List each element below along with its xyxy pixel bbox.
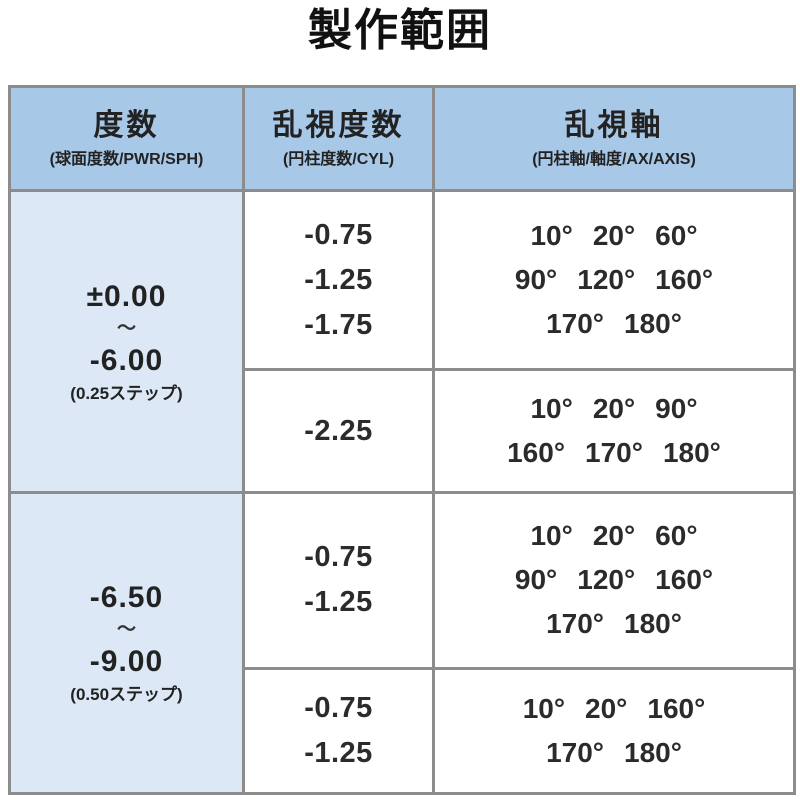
table-row: -6.50 〜 -9.00 (0.50ステップ) -0.75 -1.25 10°…: [8, 491, 796, 795]
axis-value: 20°: [592, 520, 636, 552]
axis-cell-group-1-row-2: 10° 20° 90° 160° 170° 180°: [432, 368, 796, 495]
axis-value: 10°: [530, 393, 573, 425]
axis-value: 10°: [522, 692, 566, 724]
cylinder-cell-group-2-row-2: -0.75 -1.25: [242, 666, 435, 796]
axis-line: 90° 120° 160°: [441, 558, 787, 602]
axis-value: 170°: [546, 736, 604, 768]
power-range-step: (0.25ステップ): [70, 383, 183, 403]
axis-value: 120°: [577, 564, 636, 596]
axis-value: 20°: [585, 692, 628, 724]
column-header-cylinder: 乱視度数 (円柱度数/CYL): [242, 85, 435, 192]
axis-value: 10°: [530, 520, 573, 552]
cylinder-value: -0.75: [304, 218, 373, 251]
cylinder-value: -0.75: [304, 691, 373, 724]
cylinder-value: -1.75: [304, 308, 373, 341]
axis-value: 160°: [655, 564, 714, 596]
cylinder-value: -1.25: [304, 586, 373, 619]
axis-value: 60°: [655, 220, 698, 252]
axis-value: 90°: [514, 564, 558, 596]
column-header-axis-subtitle: (円柱軸/軸度/AX/AXIS): [532, 150, 696, 168]
axis-line: 10° 20° 60°: [441, 514, 787, 558]
power-range-to: -6.00: [89, 343, 164, 377]
column-header-axis: 乱視軸 (円柱軸/軸度/AX/AXIS): [432, 85, 796, 192]
axis-line: 170° 180°: [441, 602, 787, 646]
cylinder-value: -1.25: [304, 263, 373, 296]
manufacturing-range-table: 度数 (球面度数/PWR/SPH) 乱視度数 (円柱度数/CYL) 乱視軸 (円…: [8, 85, 796, 796]
cylinder-cell-group-1-row-2: -2.25: [242, 368, 435, 495]
table-row: -2.25 10° 20° 90° 160° 170° 180°: [10, 368, 796, 495]
table-header-row: 度数 (球面度数/PWR/SPH) 乱視度数 (円柱度数/CYL) 乱視軸 (円…: [8, 85, 796, 192]
axis-value: 180°: [662, 437, 721, 469]
power-range-to: -9.00: [89, 645, 164, 679]
axis-value: 90°: [514, 264, 558, 296]
power-range-cell-group-1: ±0.00 〜 -6.00 (0.25ステップ): [8, 188, 245, 495]
column-header-power: 度数 (球面度数/PWR/SPH): [8, 85, 245, 192]
axis-value: 20°: [592, 220, 636, 252]
axis-value: 20°: [592, 393, 636, 425]
axis-line: 170° 180°: [441, 302, 787, 346]
column-header-power-title: 度数: [93, 108, 160, 142]
cylinder-cell-group-2-row-1: -0.75 -1.25: [242, 491, 435, 670]
axis-value: 10°: [530, 220, 573, 252]
power-range-step: (0.50ステップ): [70, 685, 183, 705]
cylinder-value: -2.25: [304, 414, 373, 447]
column-header-axis-title: 乱視軸: [564, 108, 664, 142]
axis-line: 10° 20° 60°: [441, 214, 787, 258]
axis-value: 180°: [624, 608, 682, 640]
axis-value: 180°: [624, 736, 682, 768]
power-range-from: -6.50: [89, 581, 164, 615]
cylinder-value: -1.25: [304, 736, 373, 769]
column-header-power-subtitle: (球面度数/PWR/SPH): [49, 150, 204, 168]
axis-value: 60°: [655, 520, 698, 552]
power-range-tilde: 〜: [116, 619, 136, 641]
power-range-cell-group-2: -6.50 〜 -9.00 (0.50ステップ): [8, 491, 245, 795]
axis-line: 160° 170° 180°: [441, 431, 787, 475]
axis-value: 90°: [655, 393, 698, 425]
table-row: -0.75 -1.25 10° 20° 160° 170° 180°: [10, 666, 796, 796]
table-body: ±0.00 〜 -6.00 (0.25ステップ) -0.75 -1.25 -1.…: [8, 188, 796, 796]
axis-line: 170° 180°: [441, 731, 787, 775]
axis-line: 90° 120° 160°: [441, 258, 787, 302]
axis-value: 170°: [546, 608, 604, 640]
power-range-tilde: 〜: [116, 317, 136, 339]
axis-value: 170°: [546, 308, 604, 340]
column-header-cylinder-subtitle: (円柱度数/CYL): [282, 150, 395, 168]
axis-value: 160°: [507, 437, 566, 469]
axis-value: 170°: [585, 437, 643, 469]
table-row: ±0.00 〜 -6.00 (0.25ステップ) -0.75 -1.25 -1.…: [8, 188, 796, 495]
axis-line: 10° 20° 160°: [441, 687, 787, 731]
page-title: 製作範囲: [308, 6, 492, 55]
axis-value: 160°: [655, 264, 714, 296]
axis-cell-group-2-row-1: 10° 20° 60° 90° 120° 160° 170° 180°: [432, 491, 796, 670]
axis-value: 120°: [577, 264, 636, 296]
axis-line: 10° 20° 90°: [441, 387, 787, 431]
axis-value: 180°: [624, 308, 682, 340]
power-range-from: ±0.00: [86, 279, 167, 313]
table-header: 度数 (球面度数/PWR/SPH) 乱視度数 (円柱度数/CYL) 乱視軸 (円…: [8, 85, 796, 192]
axis-cell-group-2-row-2: 10° 20° 160° 170° 180°: [432, 666, 796, 796]
cylinder-value: -0.75: [304, 541, 373, 574]
axis-cell-group-1-row-1: 10° 20° 60° 90° 120° 160° 170° 180°: [432, 188, 796, 372]
axis-value: 160°: [647, 692, 706, 724]
column-header-cylinder-title: 乱視度数: [272, 108, 405, 142]
cylinder-cell-group-1-row-1: -0.75 -1.25 -1.75: [242, 188, 435, 372]
